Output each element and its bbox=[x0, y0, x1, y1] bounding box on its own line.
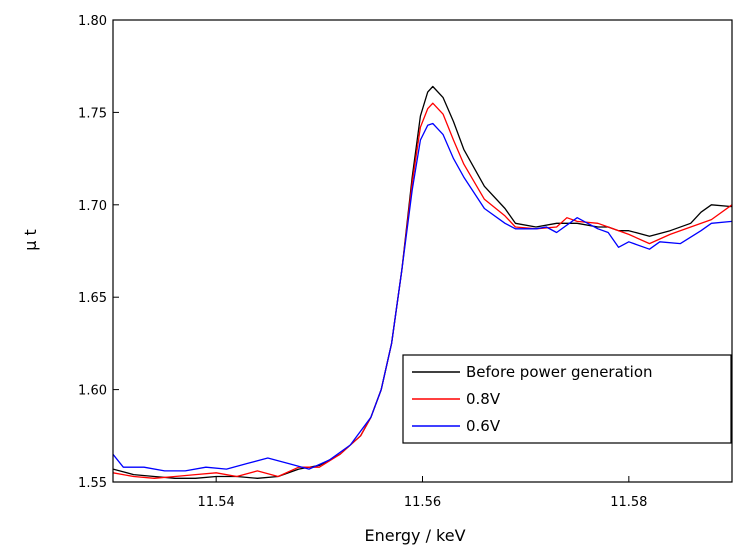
y-tick-label: 1.80 bbox=[78, 14, 107, 29]
y-tick-label: 1.70 bbox=[78, 199, 107, 214]
x-tick-label: 11.54 bbox=[198, 495, 235, 510]
x-axis-title: Energy / keV bbox=[364, 526, 465, 545]
legend-label: 0.8V bbox=[466, 390, 501, 408]
x-tick-label: 11.58 bbox=[610, 495, 647, 510]
series-line-3 bbox=[113, 122, 732, 472]
legend-label: 0.6V bbox=[466, 417, 501, 435]
y-tick-label: 1.60 bbox=[78, 384, 107, 399]
legend: Before power generation 0.8V 0.6V bbox=[402, 354, 732, 444]
y-tick-label: 1.55 bbox=[78, 476, 107, 491]
series-line-1 bbox=[113, 85, 732, 479]
series-layer bbox=[113, 85, 732, 479]
series-line-2 bbox=[113, 102, 732, 479]
x-tick-label: 11.56 bbox=[404, 495, 441, 510]
y-tick-label: 1.65 bbox=[78, 291, 107, 306]
legend-label: Before power generation bbox=[466, 363, 653, 381]
x-axis: 11.54 11.56 11.58 bbox=[198, 476, 647, 510]
y-tick-label: 1.75 bbox=[78, 106, 107, 121]
y-axis: 1.55 1.60 1.65 1.70 1.75 1.80 bbox=[78, 14, 119, 491]
y-axis-title: μ t bbox=[21, 229, 40, 251]
